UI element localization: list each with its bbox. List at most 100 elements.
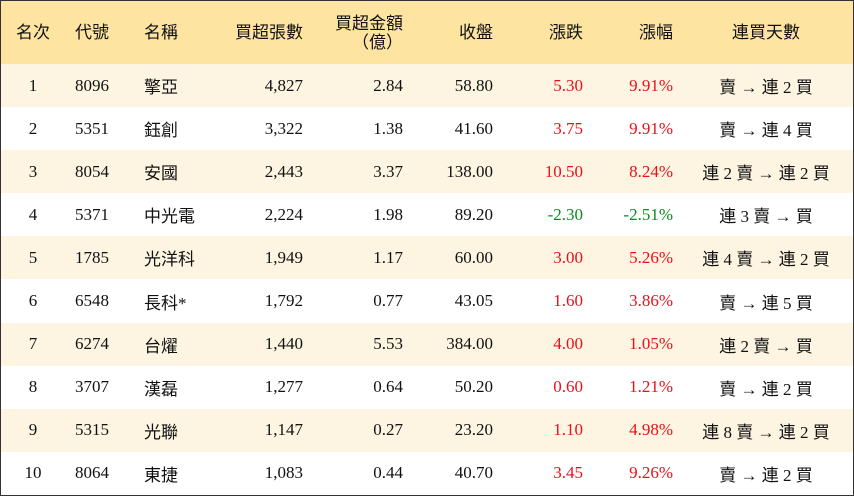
header-cell: 買超張數 — [235, 23, 303, 42]
change-cell: 3.45 — [553, 463, 583, 483]
change-cell: 1.10 — [553, 420, 583, 440]
rank-cell: 2 — [28, 118, 38, 138]
rank-cell: 3 — [28, 161, 38, 181]
change-cell: 10.50 — [544, 161, 583, 181]
net-buy-lots-cell: 3,322 — [264, 118, 303, 138]
buy-days-cell: 連 4 賣 → 連 2 買 — [702, 250, 830, 270]
header-cell: 漲幅 — [639, 23, 673, 42]
net-buy-amount-cell: 5.53 — [373, 334, 403, 354]
name-cell: 東捷 — [144, 465, 178, 485]
net-buy-lots-cell: 2,443 — [264, 161, 303, 181]
table-row: 10 8064 東捷 1,083 0.44 40.70 3.45 9.26% 賣 → 連 2 買 — [1, 451, 853, 495]
rank-cell: 9 — [28, 420, 38, 440]
rank-cell: 1 — [28, 75, 38, 95]
code-cell: 1785 — [75, 247, 109, 267]
change-cell: 5.30 — [553, 75, 583, 95]
net-buy-amount-cell: 0.77 — [373, 291, 403, 311]
rank-cell: 8 — [28, 377, 38, 397]
close-cell: 41.60 — [454, 118, 493, 138]
change-cell: 3.75 — [553, 118, 583, 138]
name-cell: 漢磊 — [144, 379, 178, 399]
name-cell: 中光電 — [144, 207, 195, 227]
name-cell: 光洋科 — [144, 250, 195, 270]
net-buy-lots-cell: 2,224 — [264, 204, 303, 224]
buy-days-cell: 賣 → 連 2 買 — [719, 78, 813, 98]
buy-days-cell: 賣 → 連 4 買 — [719, 121, 813, 141]
name-cell: 擎亞 — [144, 78, 178, 98]
net-buy-lots-cell: 1,083 — [264, 463, 303, 483]
net-buy-amount-cell: 1.98 — [373, 204, 403, 224]
header-line: 買超金額 — [335, 13, 403, 33]
change-pct-cell: -2.51% — [623, 204, 673, 224]
table-row: 1 8096 擎亞 4,827 2.84 58.80 5.30 9.91% 賣 → 連 2 買 — [1, 64, 853, 108]
name-cell: 台燿 — [144, 336, 178, 356]
net-buy-amount-cell: 0.27 — [373, 420, 403, 440]
net-buy-amount-cell: 3.37 — [373, 161, 403, 181]
table-row: 5 1785 光洋科 1,949 1.17 60.00 3.00 5.26% 連 4 賣 → 連… — [1, 236, 853, 280]
header-line: （億） — [352, 32, 403, 52]
net-buy-lots-cell: 1,949 — [264, 247, 303, 267]
change-cell: 4.00 — [553, 334, 583, 354]
change-cell: -2.30 — [547, 204, 583, 224]
net-buy-amount-cell: 1.38 — [373, 118, 403, 138]
code-cell: 5371 — [75, 204, 109, 224]
change-pct-cell: 1.05% — [629, 334, 673, 354]
change-cell: 3.00 — [553, 247, 583, 267]
change-pct-cell: 1.21% — [629, 377, 673, 397]
header-row: 名次 代號 名稱 買超張數 買超金額 （億） 收盤 漲跌 漲幅 連買天數 — [1, 1, 853, 64]
header-cell: 收盤 — [459, 23, 493, 42]
close-cell: 23.20 — [454, 420, 493, 440]
name-cell: 安國 — [144, 164, 178, 184]
code-cell: 8064 — [75, 463, 109, 483]
change-cell: 0.60 — [553, 377, 583, 397]
name-cell: 長科* — [144, 293, 187, 313]
table-row: 9 5315 光聯 1,147 0.27 23.20 1.10 4.98% 連 8 賣 → 連 … — [1, 408, 853, 452]
header-cell: 名稱 — [144, 23, 178, 42]
close-cell: 384.00 — [446, 334, 493, 354]
rank-cell: 5 — [28, 247, 38, 267]
close-cell: 138.00 — [446, 161, 493, 181]
table-row: 8 3707 漢磊 1,277 0.64 50.20 0.60 1.21% 賣 → 連 2 買 — [1, 365, 853, 409]
net-buy-lots-cell: 1,792 — [264, 291, 303, 311]
table-row: 3 8054 安國 2,443 3.37 138.00 10.50 8.24% 連 2 賣 → … — [1, 150, 853, 194]
net-buy-amount-cell: 0.44 — [373, 463, 403, 483]
net-buy-lots-cell: 1,147 — [264, 420, 303, 440]
rank-cell: 4 — [28, 204, 38, 224]
table-row: 6 6548 長科* 1,792 0.77 43.05 1.60 3.86% 賣 → 連 5 買 — [1, 279, 853, 323]
change-pct-cell: 9.26% — [629, 463, 673, 483]
code-cell: 5351 — [75, 118, 109, 138]
close-cell: 89.20 — [454, 204, 493, 224]
code-cell: 6274 — [75, 334, 109, 354]
change-pct-cell: 9.91% — [629, 75, 673, 95]
buy-days-cell: 連 3 賣 → 買 — [719, 207, 813, 227]
change-pct-cell: 4.98% — [629, 420, 673, 440]
header-cell: 買超金額 （億） — [306, 1, 403, 64]
net-buy-amount-cell: 2.84 — [373, 75, 403, 95]
rank-cell: 10 — [24, 463, 42, 483]
code-cell: 6548 — [75, 291, 109, 311]
table-row: 4 5371 中光電 2,224 1.98 89.20 -2.30 -2.51% 連 3 賣 →… — [1, 193, 853, 237]
buy-days-cell: 連 8 賣 → 連 2 買 — [702, 422, 830, 442]
code-cell: 8054 — [75, 161, 109, 181]
buy-days-cell: 賣 → 連 2 買 — [719, 379, 813, 399]
header-cell: 漲跌 — [549, 23, 583, 42]
header-cell: 連買天數 — [732, 23, 800, 42]
code-cell: 8096 — [75, 75, 109, 95]
buy-days-cell: 賣 → 連 2 買 — [719, 465, 813, 485]
buy-days-cell: 連 2 賣 → 連 2 買 — [702, 164, 830, 184]
close-cell: 50.20 — [454, 377, 493, 397]
buy-days-cell: 連 2 賣 → 買 — [719, 336, 813, 356]
net-buy-amount-cell: 1.17 — [373, 247, 403, 267]
net-buy-lots-cell: 4,827 — [264, 75, 303, 95]
close-cell: 58.80 — [454, 75, 493, 95]
change-pct-cell: 3.86% — [629, 291, 673, 311]
net-buy-lots-cell: 1,277 — [264, 377, 303, 397]
table-row: 2 5351 鈺創 3,322 1.38 41.60 3.75 9.91% 賣 → 連 4 買 — [1, 107, 853, 151]
code-cell: 5315 — [75, 420, 109, 440]
change-cell: 1.60 — [553, 291, 583, 311]
close-cell: 43.05 — [454, 291, 493, 311]
close-cell: 40.70 — [454, 463, 493, 483]
code-cell: 3707 — [75, 377, 109, 397]
rank-cell: 7 — [28, 334, 38, 354]
